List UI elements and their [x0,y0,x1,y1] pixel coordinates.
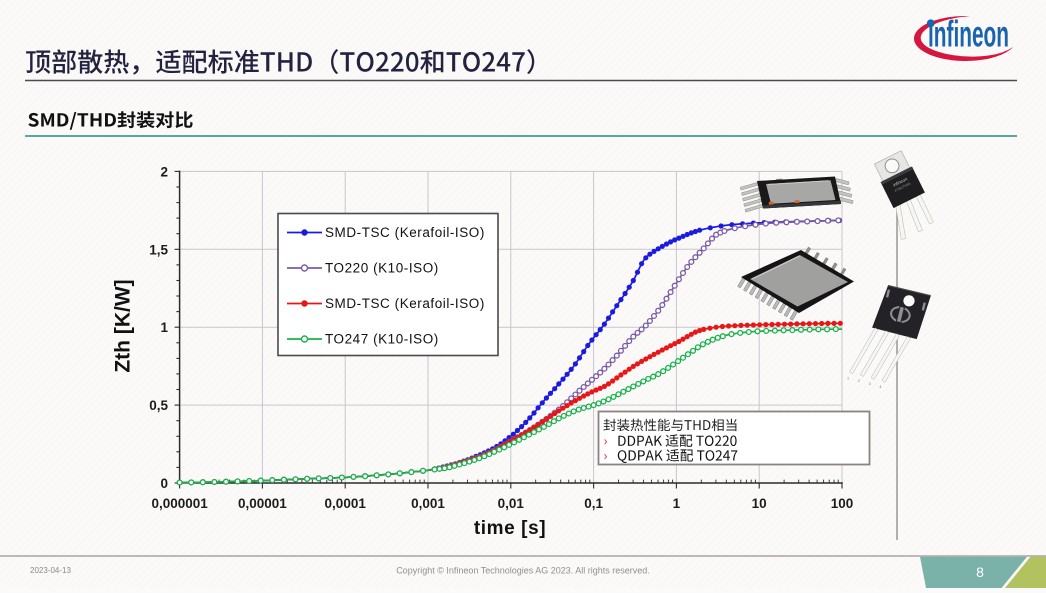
svg-text:1: 1 [160,320,168,335]
svg-text:Copyright © Infineon Technolog: Copyright © Infineon Technologies AG 202… [396,566,650,576]
svg-text:0,000001: 0,000001 [151,496,208,511]
svg-text:2023-04-13: 2023-04-13 [30,566,71,575]
svg-text:1,5: 1,5 [149,242,168,257]
svg-text:0,00001: 0,00001 [238,496,287,511]
svg-text:infineon: infineon [892,176,908,188]
svg-text:0,001: 0,001 [411,496,445,511]
svg-text:2: 2 [858,379,860,383]
svg-text:TO247 (K10-ISO): TO247 (K10-ISO) [325,332,439,347]
svg-text:KTB27N65: KTB27N65 [894,182,911,193]
svg-text:4: 4 [879,385,881,389]
svg-text:time [s]: time [s] [474,518,546,539]
svg-text:0,0001: 0,0001 [325,496,367,511]
svg-text:0: 0 [160,476,168,491]
svg-text:Zth [K/W]: Zth [K/W] [112,279,135,372]
svg-text:ınfineon: ınfineon [928,14,1009,55]
svg-text:0,5: 0,5 [149,398,168,413]
svg-text:SMD-TSC (Kerafoil-ISO): SMD-TSC (Kerafoil-ISO) [325,225,485,240]
svg-text:1: 1 [673,496,681,511]
svg-text:3: 3 [869,382,871,386]
svg-text:10: 10 [752,496,767,511]
svg-text:2: 2 [160,164,168,179]
svg-text:1: 1 [847,376,849,380]
svg-text:8: 8 [976,564,984,580]
svg-text:0,1: 0,1 [584,496,603,511]
svg-text:100: 100 [831,496,854,511]
svg-text:SMD-TSC (Kerafoil-ISO): SMD-TSC (Kerafoil-ISO) [325,296,485,311]
svg-text:TO220 (K10-ISO): TO220 (K10-ISO) [325,261,439,276]
svg-text:0,01: 0,01 [498,496,525,511]
